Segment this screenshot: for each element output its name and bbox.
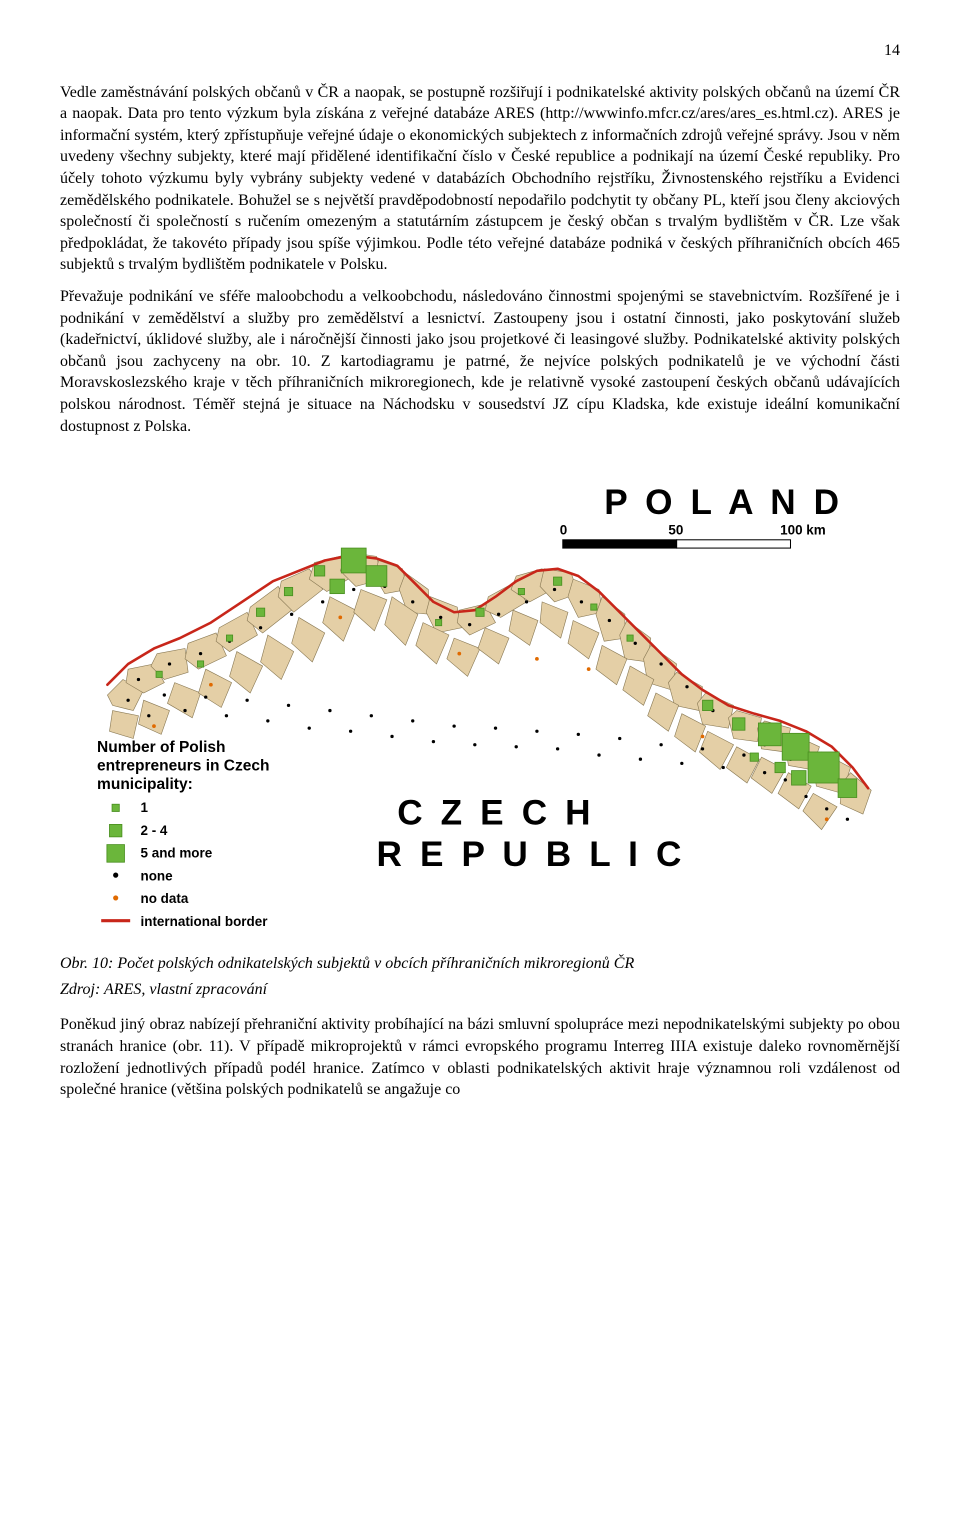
paragraph-2: Převažuje podnikání ve sféře maloobchodu…	[60, 286, 900, 437]
svg-text:no data: no data	[141, 891, 189, 906]
svg-text:50: 50	[668, 523, 683, 538]
svg-text:municipality:: municipality:	[97, 776, 193, 793]
svg-text:none: none	[141, 868, 174, 883]
svg-text:100 km: 100 km	[780, 523, 826, 538]
svg-text:1: 1	[141, 800, 149, 815]
map-svg: P O L A N D C Z E C HR E P U B L I C 0 50 10…	[66, 457, 894, 933]
svg-text:international border: international border	[141, 914, 269, 929]
figure-caption: Obr. 10: Počet polských odnikatelských s…	[60, 953, 900, 975]
svg-text:Number of Polish: Number of Polish	[97, 739, 225, 756]
svg-text:P O L A N D: P O L A N D	[604, 483, 843, 522]
paragraph-1: Vedle zaměstnávání polských občanů v ČR …	[60, 82, 900, 276]
svg-text:2 - 4: 2 - 4	[141, 823, 168, 838]
svg-text:C Z E C H: C Z E C H	[397, 794, 595, 833]
figure-source: Zdroj: ARES, vlastní zpracování	[60, 979, 900, 1001]
svg-text:0: 0	[560, 523, 567, 538]
figure-10-map: P O L A N D C Z E C HR E P U B L I C 0 50 10…	[60, 451, 900, 939]
svg-text:5 and more: 5 and more	[141, 846, 213, 861]
paragraph-3: Poněkud jiný obraz nabízejí přehraniční …	[60, 1014, 900, 1100]
svg-text:R E P U B L I C: R E P U B L I C	[377, 835, 686, 874]
svg-text:entrepreneurs in Czech: entrepreneurs in Czech	[97, 758, 269, 775]
page-number: 14	[60, 40, 900, 62]
